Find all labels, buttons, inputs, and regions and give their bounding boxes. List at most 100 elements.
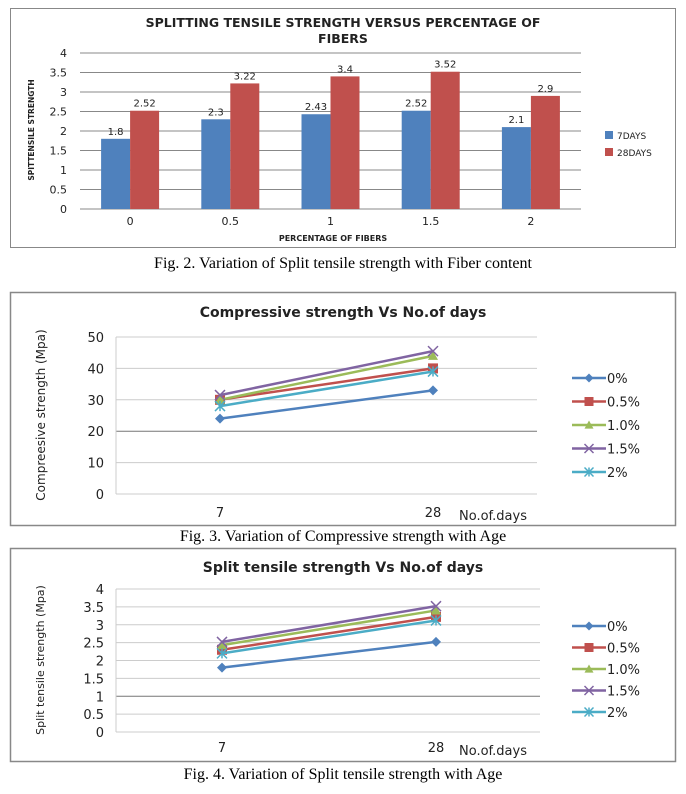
x-tick-label: 7 <box>218 741 226 756</box>
asterisk-marker <box>583 706 595 718</box>
y-tick-label: 50 <box>87 331 104 346</box>
x-axis-title: No.of.days <box>459 744 527 759</box>
series-line <box>219 389 434 420</box>
chart-title-line2: FIBERS <box>318 31 368 46</box>
legend-label: 1.0% <box>607 419 640 434</box>
data-label: 3.4 <box>337 64 353 75</box>
legend-swatch <box>605 131 613 139</box>
data-label: 2.9 <box>537 84 553 95</box>
asterisk-marker <box>214 400 226 412</box>
y-tick-label: 40 <box>87 362 104 377</box>
chart-title-line1: SPLITTING TENSILE STRENGTH VERSUS PERCEN… <box>146 15 541 30</box>
y-tick-label: 1 <box>96 690 104 705</box>
triangle-marker <box>431 605 441 615</box>
series-line <box>221 619 437 655</box>
x-tick-label: 1.5 <box>422 215 440 228</box>
y-tick-label: 10 <box>87 457 104 472</box>
legend-label: 28DAYS <box>617 149 652 159</box>
legend-label: 0.5% <box>607 642 640 657</box>
x-marker <box>583 685 595 696</box>
y-tick-label: 1.5 <box>50 145 68 158</box>
x-tick-label: 0.5 <box>222 215 240 228</box>
legend-label: 0.5% <box>607 396 640 411</box>
y-axis-title: Compreesive strength (Mpa) <box>34 329 48 500</box>
series-line <box>221 640 437 669</box>
data-label: 2.52 <box>405 99 427 110</box>
y-tick-label: 3 <box>96 619 104 634</box>
bar-7days <box>301 114 331 209</box>
triangle-marker <box>215 394 225 404</box>
y-tick-label: 3 <box>60 86 67 99</box>
legend-label: 7DAYS <box>617 132 646 142</box>
y-tick-label: 4 <box>96 583 104 598</box>
legend-label: 1.5% <box>607 443 640 458</box>
x-tick-label: 0 <box>127 215 134 228</box>
x-tick-label: 28 <box>425 506 442 521</box>
series-line <box>221 604 437 644</box>
bar-28days <box>330 76 360 210</box>
bar-28days <box>430 71 460 209</box>
figure-caption: Fig. 4. Variation of Split tensile stren… <box>184 766 503 783</box>
bar-7days <box>501 127 531 209</box>
series-line <box>219 370 434 408</box>
data-label: 1.8 <box>108 127 124 138</box>
x-axis-title: PERCENTAGE OF FIBERS <box>279 234 388 243</box>
y-tick-label: 1 <box>60 164 67 177</box>
y-tick-label: 4 <box>60 47 67 60</box>
series-line <box>221 609 437 647</box>
series-line <box>219 367 434 402</box>
y-tick-label: 2 <box>60 125 67 138</box>
legend-label: 0% <box>607 372 628 387</box>
bar-28days <box>530 95 560 209</box>
data-label: 2.52 <box>133 99 155 110</box>
x-marker <box>216 636 228 648</box>
y-tick-label: 30 <box>87 394 104 409</box>
x-tick-label: 2 <box>527 215 534 228</box>
y-tick-label: 3.5 <box>83 601 104 616</box>
y-tick-label: 20 <box>87 425 104 440</box>
triangle-marker <box>217 640 227 650</box>
y-tick-label: 0 <box>96 488 104 503</box>
x-tick-label: 7 <box>216 506 224 521</box>
chart-frame <box>9 291 677 527</box>
chart-title: Compressive strength Vs No.of days <box>200 305 487 321</box>
triangle-marker <box>428 350 438 360</box>
chart-title: Split tensile strength Vs No.of days <box>203 560 483 576</box>
series-line <box>219 349 434 397</box>
legend-label: 0% <box>607 620 628 635</box>
y-axis-title: Split tensile strength (Mpa) <box>34 585 47 735</box>
square-marker <box>584 643 594 652</box>
x-marker <box>214 389 226 401</box>
data-label: 2.1 <box>508 115 524 126</box>
x-marker <box>583 443 595 454</box>
x-tick-label: 28 <box>428 741 445 756</box>
bar-28days <box>230 83 260 209</box>
asterisk-marker <box>583 466 595 478</box>
y-tick-label: 2.5 <box>50 106 68 119</box>
y-axis-title: SPITTENSILE STRENGTH <box>27 79 36 180</box>
data-label: 2.3 <box>208 107 224 118</box>
diamond-marker <box>215 413 225 424</box>
legend-label: 2% <box>607 706 628 721</box>
asterisk-marker <box>430 614 442 626</box>
line-chart-compressive-strength: Compressive strength Vs No.of days Compr… <box>9 291 677 545</box>
x-marker <box>427 345 439 357</box>
y-tick-label: 3.5 <box>50 67 68 80</box>
square-marker <box>584 397 594 406</box>
diamond-marker <box>584 373 594 383</box>
diamond-marker <box>584 621 594 631</box>
figure-caption: Fig. 3. Variation of Compressive strengt… <box>180 528 506 545</box>
line-chart-split-tensile-strength: Split tensile strength Vs No.of days Spl… <box>9 547 677 783</box>
data-label: 2.43 <box>305 102 327 113</box>
triangle-marker <box>584 420 594 429</box>
y-tick-label: 0.5 <box>83 708 104 723</box>
data-label: 3.52 <box>434 60 456 71</box>
y-tick-label: 0 <box>96 726 104 741</box>
series-line <box>219 354 434 402</box>
diamond-marker <box>428 385 438 396</box>
bar-7days <box>101 138 131 209</box>
diamond-marker <box>217 662 227 673</box>
legend-label: 2% <box>607 466 628 481</box>
asterisk-marker <box>216 647 228 659</box>
